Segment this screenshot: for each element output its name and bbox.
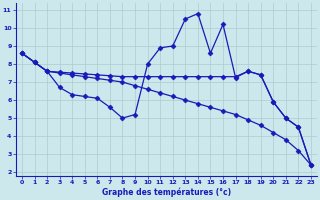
X-axis label: Graphe des températures (°c): Graphe des températures (°c) <box>102 188 231 197</box>
